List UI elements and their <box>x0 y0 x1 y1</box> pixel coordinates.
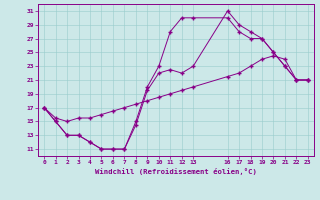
X-axis label: Windchill (Refroidissement éolien,°C): Windchill (Refroidissement éolien,°C) <box>95 168 257 175</box>
